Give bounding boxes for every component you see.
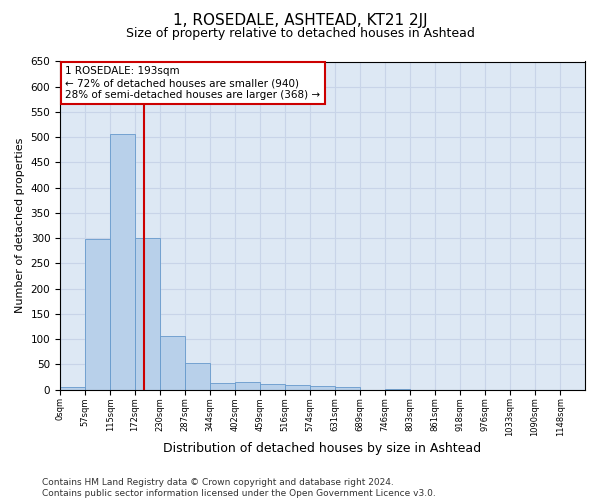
Bar bbox=[285, 385, 310, 390]
Bar bbox=[235, 382, 260, 390]
Bar bbox=[160, 336, 185, 390]
Bar bbox=[335, 386, 360, 390]
Bar bbox=[135, 238, 160, 390]
Text: Size of property relative to detached houses in Ashtead: Size of property relative to detached ho… bbox=[125, 28, 475, 40]
Text: Contains HM Land Registry data © Crown copyright and database right 2024.
Contai: Contains HM Land Registry data © Crown c… bbox=[42, 478, 436, 498]
Bar bbox=[110, 134, 135, 390]
Bar bbox=[260, 384, 285, 390]
Y-axis label: Number of detached properties: Number of detached properties bbox=[15, 138, 25, 314]
Bar bbox=[210, 383, 235, 390]
Bar bbox=[185, 364, 210, 390]
Text: 1 ROSEDALE: 193sqm
← 72% of detached houses are smaller (940)
28% of semi-detach: 1 ROSEDALE: 193sqm ← 72% of detached hou… bbox=[65, 66, 320, 100]
Bar bbox=[385, 388, 410, 390]
Bar bbox=[310, 386, 335, 390]
Text: 1, ROSEDALE, ASHTEAD, KT21 2JJ: 1, ROSEDALE, ASHTEAD, KT21 2JJ bbox=[173, 12, 427, 28]
X-axis label: Distribution of detached houses by size in Ashtead: Distribution of detached houses by size … bbox=[163, 442, 482, 455]
Bar bbox=[60, 387, 85, 390]
Bar bbox=[85, 239, 110, 390]
